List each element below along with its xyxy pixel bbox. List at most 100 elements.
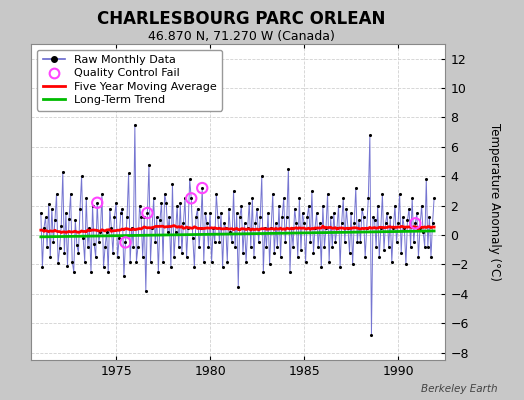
- Point: [253, 206, 261, 212]
- Point: [430, 195, 438, 202]
- Point: [101, 244, 110, 250]
- Point: [402, 261, 410, 268]
- Point: [252, 220, 260, 226]
- Point: [388, 258, 396, 265]
- Point: [41, 214, 50, 221]
- Point: [143, 210, 151, 216]
- Point: [325, 258, 333, 265]
- Point: [421, 244, 429, 250]
- Point: [385, 244, 393, 250]
- Point: [154, 269, 162, 275]
- Point: [258, 173, 266, 180]
- Point: [167, 264, 175, 271]
- Point: [209, 224, 217, 231]
- Point: [152, 214, 161, 221]
- Point: [361, 254, 369, 260]
- Point: [220, 220, 228, 226]
- Point: [98, 191, 106, 197]
- Point: [74, 250, 83, 256]
- Point: [145, 161, 153, 168]
- Point: [171, 229, 180, 235]
- Point: [392, 239, 401, 246]
- Point: [286, 269, 294, 275]
- Point: [165, 214, 173, 221]
- Point: [214, 214, 222, 221]
- Point: [423, 244, 432, 250]
- Point: [96, 229, 105, 235]
- Point: [311, 224, 319, 231]
- Point: [156, 217, 164, 224]
- Point: [157, 200, 166, 206]
- Point: [195, 244, 203, 250]
- Point: [383, 210, 391, 216]
- Point: [334, 202, 343, 209]
- Point: [228, 239, 236, 246]
- Point: [59, 169, 67, 175]
- Point: [333, 224, 341, 231]
- Point: [328, 244, 336, 250]
- Point: [201, 210, 210, 216]
- Point: [126, 258, 134, 265]
- Point: [233, 210, 241, 216]
- Point: [93, 200, 102, 206]
- Point: [408, 195, 417, 202]
- Point: [121, 239, 129, 246]
- Point: [389, 224, 398, 231]
- Point: [297, 246, 305, 253]
- Point: [419, 229, 428, 235]
- Point: [132, 258, 140, 265]
- Point: [140, 214, 148, 221]
- Point: [187, 195, 195, 202]
- Point: [266, 261, 274, 268]
- Point: [270, 250, 278, 256]
- Point: [413, 210, 421, 216]
- Point: [82, 195, 91, 202]
- Point: [236, 214, 244, 221]
- Point: [284, 166, 292, 172]
- Point: [223, 258, 232, 265]
- Text: Berkeley Earth: Berkeley Earth: [421, 384, 498, 394]
- Point: [84, 244, 92, 250]
- Point: [79, 235, 88, 241]
- Point: [103, 229, 111, 235]
- Text: 46.870 N, 71.270 W (Canada): 46.870 N, 71.270 W (Canada): [148, 30, 334, 43]
- Point: [138, 254, 147, 260]
- Point: [405, 206, 413, 212]
- Point: [315, 220, 324, 226]
- Point: [89, 202, 97, 209]
- Point: [219, 264, 227, 271]
- Point: [67, 191, 75, 197]
- Point: [56, 245, 64, 252]
- Point: [76, 206, 84, 212]
- Point: [323, 191, 332, 197]
- Point: [212, 191, 221, 197]
- Point: [259, 269, 268, 275]
- Point: [148, 224, 156, 231]
- Point: [359, 214, 368, 221]
- Point: [287, 224, 296, 231]
- Point: [342, 206, 351, 212]
- Point: [130, 122, 139, 128]
- Point: [400, 224, 409, 231]
- Point: [348, 261, 357, 268]
- Point: [292, 220, 300, 226]
- Point: [124, 170, 133, 176]
- Point: [380, 246, 388, 253]
- Point: [397, 250, 406, 256]
- Point: [43, 244, 51, 250]
- Point: [372, 244, 380, 250]
- Point: [344, 224, 352, 231]
- Point: [54, 260, 62, 266]
- Point: [135, 202, 144, 209]
- Point: [123, 214, 131, 221]
- Point: [198, 185, 206, 191]
- Point: [370, 217, 379, 224]
- Point: [410, 239, 418, 246]
- Point: [119, 273, 128, 280]
- Point: [241, 220, 249, 226]
- Point: [112, 200, 120, 206]
- Point: [356, 239, 365, 246]
- Point: [90, 241, 99, 247]
- Point: [381, 220, 390, 226]
- Point: [377, 224, 385, 231]
